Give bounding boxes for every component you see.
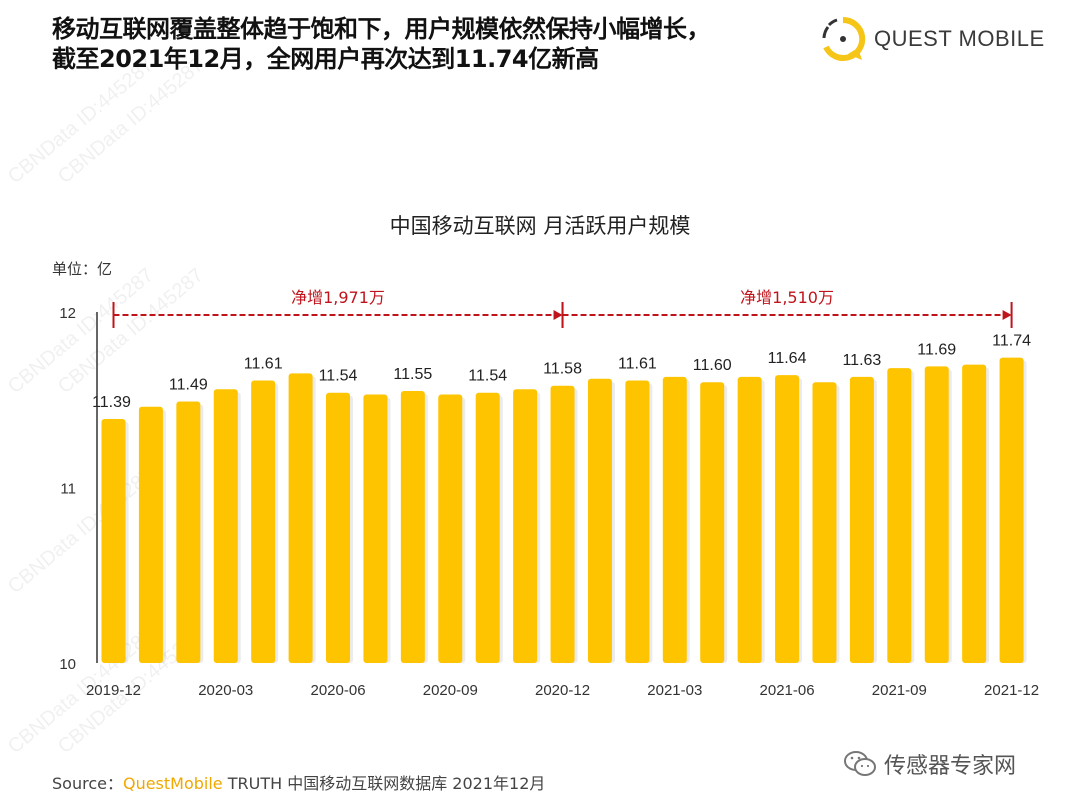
wechat-account-name: 传感器专家网 xyxy=(884,754,1017,779)
x-tick-label: 2021-09 xyxy=(872,682,927,699)
headline-line-2: 截至2021年12月，全网用户再次达到11.74亿新高 xyxy=(52,45,599,73)
x-tick-label: 2021-12 xyxy=(984,682,1039,699)
data-label: 11.39 xyxy=(92,394,131,411)
bar xyxy=(662,376,687,663)
x-tick-label: 2020-12 xyxy=(535,682,590,699)
bar xyxy=(962,364,987,663)
bar xyxy=(438,394,463,663)
chart-title: 中国移动互联网 月活跃用户规模 xyxy=(389,214,691,238)
bar xyxy=(213,389,238,663)
bar xyxy=(326,392,351,663)
bar xyxy=(700,382,725,663)
headline-line-1: 移动互联网覆盖整体趋于饱和下，用户规模依然保持小幅增长， xyxy=(52,15,711,43)
bar xyxy=(737,376,762,663)
x-tick-label: 2020-03 xyxy=(198,682,253,699)
bar xyxy=(924,366,949,663)
annotation-arrowhead xyxy=(553,310,563,320)
x-tick-label: 2019-12 xyxy=(86,682,141,699)
questmobile-logo: QUEST MOBILE xyxy=(818,14,1045,64)
annotation-label: 净增1,510万 xyxy=(740,288,834,307)
data-label: 11.74 xyxy=(992,333,1031,350)
x-tick-label: 2020-06 xyxy=(310,682,365,699)
bar xyxy=(288,373,313,663)
bar xyxy=(887,368,912,663)
bar xyxy=(138,406,163,663)
annotation-label: 净增1,971万 xyxy=(291,288,385,307)
bar xyxy=(849,376,874,663)
data-label: 11.49 xyxy=(169,377,208,394)
wechat-icon xyxy=(844,751,876,776)
source-note: Source：QuestMobile TRUTH 中国移动互联网数据库 2021… xyxy=(52,770,545,794)
y-tick-label: 10 xyxy=(59,656,76,673)
bar xyxy=(176,401,201,663)
wechat-account: 传感器专家网 xyxy=(842,748,1016,780)
source-brand: QuestMobile xyxy=(122,774,223,793)
y-tick-label: 11 xyxy=(60,481,76,498)
bar xyxy=(812,382,837,663)
data-label: 11.61 xyxy=(618,355,657,372)
bar xyxy=(101,419,126,663)
data-label: 11.55 xyxy=(393,366,432,383)
bar xyxy=(400,390,425,663)
bar xyxy=(363,394,388,663)
bar xyxy=(587,378,612,663)
headline: 移动互联网覆盖整体趋于饱和下，用户规模依然保持小幅增长， 截至2021年12月，… xyxy=(52,14,711,74)
data-label: 11.60 xyxy=(693,357,732,374)
x-tick-label: 2021-06 xyxy=(760,682,815,699)
data-label: 11.54 xyxy=(468,368,507,385)
x-tick-label: 2020-09 xyxy=(423,682,478,699)
source-text: TRUTH 中国移动互联网数据库 2021年12月 xyxy=(222,774,546,793)
y-tick-label: 12 xyxy=(59,305,76,322)
annotation-arrowhead xyxy=(1002,310,1012,320)
bar xyxy=(775,375,800,663)
x-tick-label: 2021-03 xyxy=(647,682,702,699)
data-label: 11.63 xyxy=(842,352,881,369)
unit-label: 单位：亿 xyxy=(52,260,113,278)
questmobile-logo-icon xyxy=(822,16,866,61)
logo-text: QUEST MOBILE xyxy=(874,26,1045,51)
bar xyxy=(999,357,1024,663)
data-label: 11.61 xyxy=(244,355,283,372)
bar xyxy=(625,380,650,663)
data-label: 11.58 xyxy=(543,361,582,378)
bar xyxy=(550,385,575,663)
source-prefix: Source： xyxy=(52,774,123,793)
data-label: 11.69 xyxy=(917,341,956,358)
data-label: 11.54 xyxy=(319,368,358,385)
data-label: 11.64 xyxy=(768,350,807,367)
bar xyxy=(251,380,276,663)
bar xyxy=(475,392,500,663)
bar xyxy=(513,389,538,663)
